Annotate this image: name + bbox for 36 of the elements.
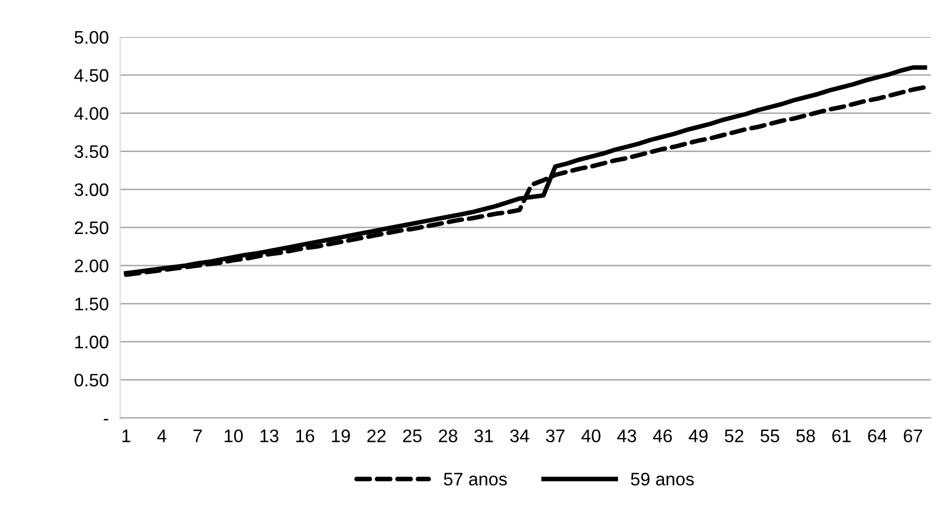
x-tick-label: 49 (688, 430, 708, 442)
x-tick-label: 7 (194, 430, 202, 442)
x-tick-label: 22 (367, 430, 386, 442)
x-tick-label: 37 (546, 430, 564, 442)
legend-label: 57 anos (444, 472, 507, 486)
x-tick-label: 40 (581, 430, 600, 442)
x-tick-label: 25 (403, 430, 422, 442)
x-tick-label: 67 (904, 430, 922, 442)
x-tick-label: 52 (724, 430, 744, 442)
x-tick-label: 64 (868, 430, 887, 442)
y-tick-label: - (104, 418, 108, 420)
y-tick-label: 1.50 (75, 298, 108, 310)
x-tick-label: 19 (332, 430, 350, 442)
x-tick-label: 61 (832, 430, 851, 442)
y-tick-label: 3.00 (74, 183, 108, 196)
x-tick-label: 16 (296, 430, 314, 442)
x-tick-label: 13 (260, 430, 278, 442)
x-tick-label: 28 (438, 430, 458, 442)
x-tick-label: 43 (617, 430, 636, 442)
y-tick-label: 2.00 (74, 259, 108, 272)
x-tick-label: 10 (224, 430, 243, 442)
y-tick-label: 3.50 (74, 145, 108, 158)
x-tick-label: 34 (510, 430, 530, 442)
y-tick-label: 1.00 (75, 336, 108, 348)
x-tick-label: 58 (796, 430, 815, 442)
y-tick-label: 0.50 (74, 374, 108, 387)
y-tick-label: 5.00 (74, 30, 108, 44)
y-tick-label: 4.00 (74, 107, 108, 120)
x-tick-label: 1 (122, 430, 130, 442)
y-tick-label: 4.50 (74, 69, 108, 82)
x-tick-label: 4 (157, 430, 166, 442)
x-tick-label: 31 (474, 430, 493, 442)
x-tick-label: 46 (652, 430, 672, 442)
legend-label: 59 anos (630, 472, 694, 486)
x-tick-label: 55 (760, 430, 780, 442)
y-tick-label: 2.50 (74, 221, 108, 234)
